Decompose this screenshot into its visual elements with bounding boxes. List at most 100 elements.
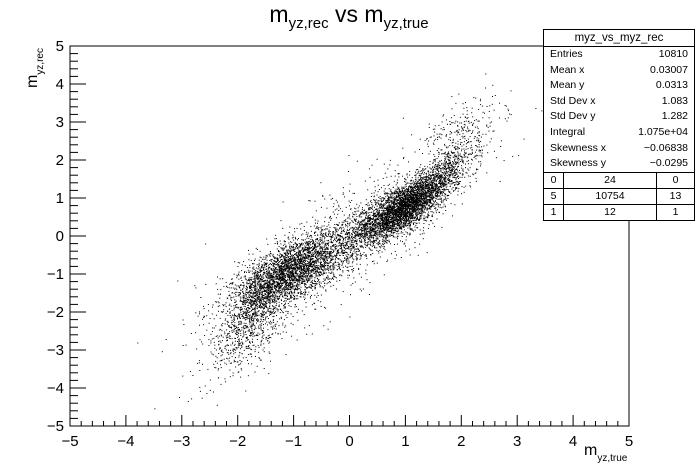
scatter-point [373, 209, 375, 211]
scatter-point [307, 294, 309, 296]
scatter-point [461, 186, 463, 188]
scatter-point [416, 206, 417, 208]
scatter-point [301, 263, 303, 265]
scatter-point [327, 233, 329, 235]
scatter-point [403, 193, 405, 195]
scatter-point [381, 212, 383, 214]
scatter-point [421, 214, 423, 216]
scatter-point [396, 203, 398, 205]
scatter-point [329, 266, 331, 268]
scatter-point [307, 265, 309, 267]
scatter-point [418, 219, 420, 221]
scatter-point [469, 167, 471, 169]
scatter-point [332, 263, 334, 265]
scatter-point [338, 242, 340, 244]
scatter-point [287, 277, 289, 278]
scatter-point [432, 222, 434, 224]
scatter-point [250, 291, 252, 293]
scatter-point [381, 219, 382, 221]
scatter-point [238, 273, 239, 275]
scatter-point [288, 298, 290, 300]
scatter-point [428, 194, 430, 196]
scatter-point [289, 291, 290, 293]
scatter-point [355, 251, 357, 253]
scatter-point [256, 264, 258, 266]
scatter-point [364, 221, 366, 223]
scatter-point [440, 174, 442, 176]
scatter-point [412, 218, 414, 220]
scatter-point [452, 215, 453, 217]
scatter-point [392, 199, 394, 201]
scatter-point [300, 293, 302, 295]
scatter-point [420, 218, 422, 220]
scatter-point [437, 196, 438, 198]
scatter-point [380, 225, 381, 227]
scatter-point [374, 220, 376, 221]
scatter-point [271, 313, 273, 315]
scatter-point [340, 243, 342, 245]
scatter-point [256, 300, 258, 302]
scatter-point [286, 250, 288, 252]
scatter-point [363, 236, 365, 238]
scatter-point [289, 266, 291, 268]
scatter-point [326, 262, 328, 264]
scatter-point [342, 253, 344, 255]
scatter-point [380, 227, 382, 229]
scatter-point [413, 223, 414, 225]
scatter-point [333, 232, 334, 234]
scatter-point [372, 210, 374, 212]
scatter-point [352, 253, 354, 255]
scatter-point [276, 275, 278, 277]
scatter-point [383, 212, 385, 214]
scatter-point [260, 260, 262, 262]
scatter-point [276, 272, 278, 274]
scatter-point [372, 212, 374, 214]
scatter-point [368, 207, 370, 209]
scatter-point [408, 208, 410, 210]
scatter-point [403, 191, 405, 193]
scatter-point [361, 233, 363, 235]
scatter-point [304, 270, 306, 271]
scatter-point [441, 187, 443, 189]
scatter-point [323, 248, 325, 250]
scatter-point [412, 188, 414, 190]
scatter-point [406, 192, 408, 193]
scatter-point [377, 229, 379, 231]
scatter-point [409, 171, 411, 172]
scatter-point [394, 196, 396, 198]
scatter-point [447, 197, 449, 199]
scatter-point [417, 200, 418, 202]
scatter-point [403, 218, 405, 220]
scatter-point [303, 276, 305, 278]
scatter-point [414, 204, 416, 205]
scatter-point [417, 187, 419, 189]
scatter-point [426, 220, 428, 222]
scatter-point [347, 232, 348, 234]
scatter-point [320, 271, 322, 273]
scatter-point [288, 252, 290, 254]
scatter-point [276, 289, 278, 291]
scatter-point [348, 217, 350, 219]
scatter-point [422, 187, 424, 189]
scatter-point [392, 202, 394, 204]
scatter-point [324, 260, 326, 262]
scatter-point [389, 215, 391, 217]
scatter-point [361, 211, 363, 213]
scatter-point [408, 213, 410, 215]
scatter-point [465, 185, 467, 187]
scatter-point [306, 287, 308, 289]
scatter-point [369, 234, 371, 236]
scatter-point [246, 310, 248, 311]
scatter-point [271, 289, 273, 290]
scatter-point [227, 314, 229, 316]
scatter-point [332, 245, 334, 247]
scatter-point [348, 215, 350, 217]
scatter-point [330, 269, 332, 271]
scatter-point [384, 212, 386, 213]
scatter-point [379, 216, 381, 218]
scatter-point [441, 226, 443, 228]
scatter-point [251, 290, 253, 292]
scatter-point [394, 220, 396, 222]
scatter-point [404, 190, 406, 192]
scatter-point [382, 222, 383, 224]
